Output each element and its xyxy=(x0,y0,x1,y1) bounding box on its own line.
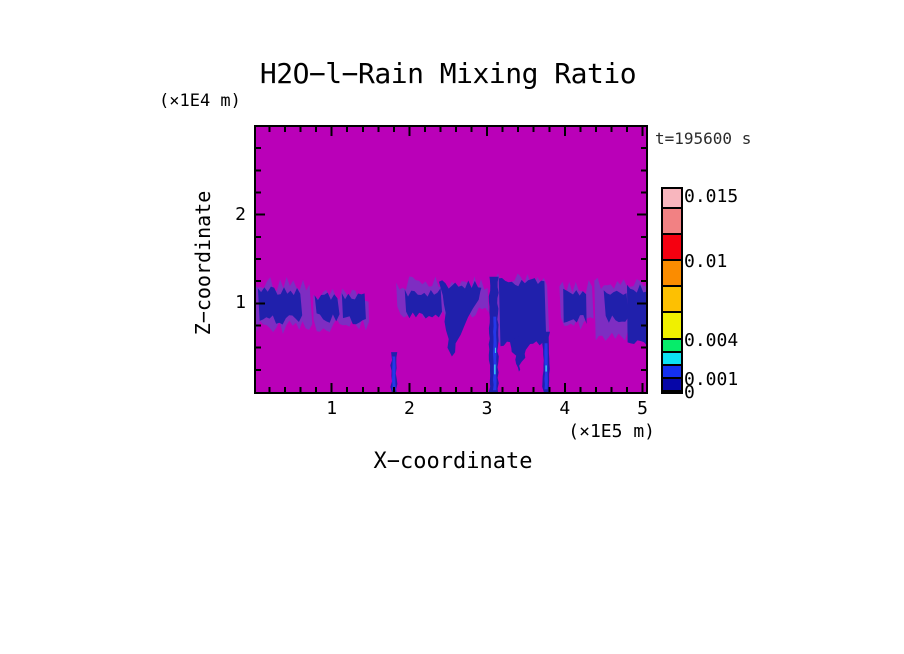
colorbar-label-0.01: 0.01 xyxy=(684,251,728,273)
colorbar-cell-6 xyxy=(663,261,681,286)
rain-patch-core xyxy=(493,316,497,391)
rain-field-svg xyxy=(256,127,646,392)
colorbar-cell-0 xyxy=(663,378,681,390)
x-tick-label-4: 4 xyxy=(559,398,571,419)
rain-patch-cell xyxy=(563,288,587,324)
colorbar-label-0.001: 0.001 xyxy=(684,368,739,390)
x-tick-label-2: 2 xyxy=(403,398,415,419)
x-axis-unit-label: (×1E5 m) xyxy=(568,421,655,442)
colorbar-cell-5 xyxy=(663,287,681,312)
chart-title: H2O−l−Rain Mixing Ratio xyxy=(259,57,637,90)
colorbar-cell-7 xyxy=(663,234,681,260)
rain-patch-vplume xyxy=(438,280,482,357)
colorbar xyxy=(661,187,683,394)
x-tick-label-1: 1 xyxy=(326,398,338,419)
rain-patch-cell xyxy=(404,288,442,319)
colorbar-cell-1 xyxy=(663,365,681,377)
z-tick-label-1: 1 xyxy=(235,292,246,314)
z-axis-label: Z−coordinate xyxy=(191,190,215,336)
rain-patch-cell xyxy=(627,284,646,345)
rain-patch-cell xyxy=(498,278,547,347)
colorbar-cell-3 xyxy=(663,339,681,351)
colorbar-cell-4 xyxy=(663,313,681,338)
axis-ticks xyxy=(256,127,646,392)
timestamp-label: t=195600 s xyxy=(655,129,752,148)
x-tick-label-3: 3 xyxy=(481,398,493,419)
colorbar-cell-8 xyxy=(663,208,681,233)
rain-patch-dot xyxy=(494,347,496,353)
rain-patch-cell xyxy=(341,293,366,325)
colorbar-label-0.015: 0.015 xyxy=(684,185,739,207)
rain-patch-dot xyxy=(545,365,547,372)
rain-patch-dot xyxy=(494,364,496,375)
rain-patch-cell xyxy=(314,292,340,323)
plot-area xyxy=(254,125,648,394)
rain-patch-core xyxy=(392,356,396,391)
rain-patch-tongue xyxy=(508,336,532,372)
rain-patch-cell xyxy=(603,290,629,323)
x-axis-label: X−coordinate xyxy=(373,449,533,474)
z-tick-label-2: 2 xyxy=(235,203,246,225)
rain-patch-cell xyxy=(257,286,303,325)
colorbar-cell-9 xyxy=(663,189,681,207)
colorbar-cell-2 xyxy=(663,352,681,364)
z-axis-unit-label: (×1E4 m) xyxy=(159,91,241,111)
x-tick-label-5: 5 xyxy=(637,398,648,419)
colorbar-label-0: 0 xyxy=(684,382,695,403)
colorbar-label-0.004: 0.004 xyxy=(684,329,739,351)
